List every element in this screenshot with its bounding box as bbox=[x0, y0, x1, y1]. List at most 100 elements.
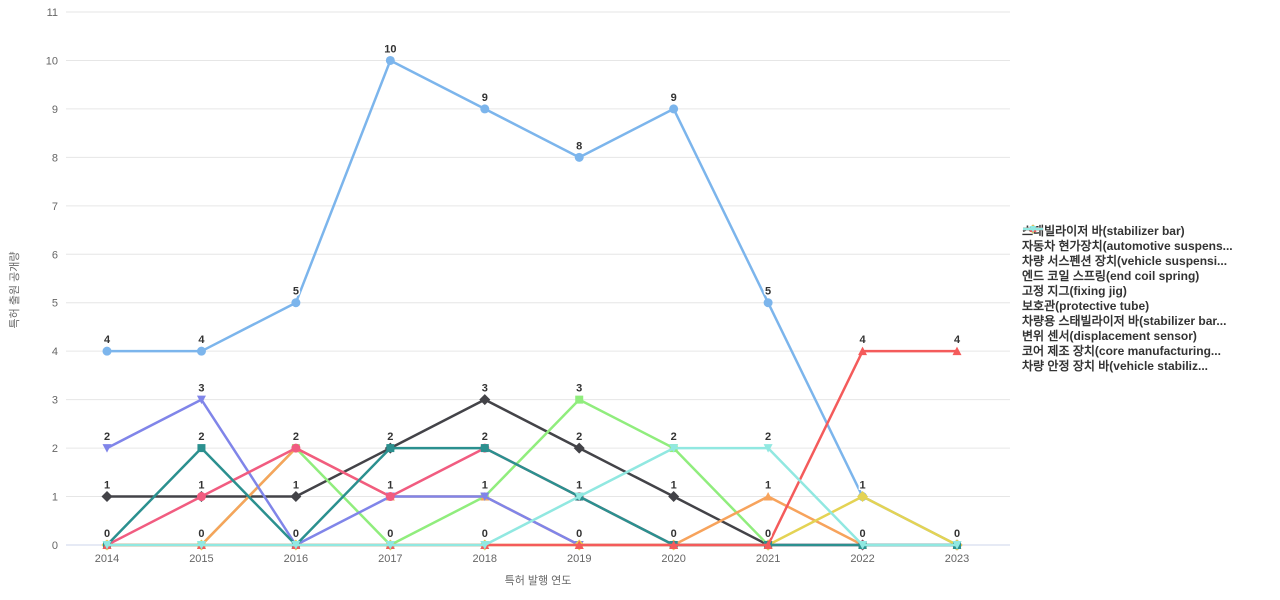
data-point-marker[interactable] bbox=[102, 444, 112, 453]
legend-item-7[interactable]: 차량용 스태빌라이저 바(stabilizer bar... bbox=[1022, 224, 1233, 328]
data-label: 1 bbox=[671, 480, 677, 492]
series-line bbox=[105, 446, 959, 547]
data-label: 1 bbox=[104, 480, 110, 492]
y-tick-label: 6 bbox=[52, 249, 58, 261]
data-label: 2 bbox=[387, 431, 393, 443]
data-point-marker[interactable] bbox=[858, 346, 868, 356]
legend-item-8[interactable]: 변위 센서(displacement sensor) bbox=[1022, 226, 1233, 343]
data-point-marker[interactable] bbox=[196, 395, 206, 405]
data-point-marker[interactable] bbox=[291, 443, 301, 453]
data-point-marker[interactable] bbox=[386, 444, 395, 453]
series-triangle-down bbox=[102, 444, 962, 550]
data-label: 1 bbox=[387, 480, 393, 492]
data-point-marker[interactable] bbox=[575, 395, 584, 404]
data-label: 3 bbox=[482, 383, 488, 395]
data-point-marker[interactable] bbox=[385, 55, 395, 65]
data-label: 1 bbox=[765, 480, 771, 492]
y-tick-label: 7 bbox=[52, 201, 58, 213]
data-label: 2 bbox=[104, 431, 110, 443]
legend-label: 코어 제조 장치(core manufacturing... bbox=[1022, 344, 1221, 358]
data-label: 9 bbox=[671, 92, 677, 104]
x-tick-label: 2021 bbox=[756, 553, 780, 565]
y-tick-label: 0 bbox=[52, 540, 58, 552]
data-point-marker[interactable] bbox=[574, 492, 584, 502]
x-tick-label: 2014 bbox=[95, 553, 119, 565]
legend-item-3[interactable]: 차량 서스펜션 장치(vehicle suspensi... bbox=[1022, 226, 1233, 268]
data-label: 5 bbox=[765, 286, 771, 298]
data-label: 3 bbox=[198, 383, 204, 395]
y-tick-label: 9 bbox=[52, 104, 58, 116]
data-point-marker[interactable] bbox=[763, 298, 773, 308]
data-point-marker[interactable] bbox=[197, 444, 206, 453]
data-point-marker[interactable] bbox=[858, 541, 868, 550]
legend-label: 차량 안정 장치 바(vehicle stabiliz... bbox=[1022, 359, 1208, 373]
data-point-marker[interactable] bbox=[763, 444, 773, 453]
data-label: 9 bbox=[482, 92, 488, 104]
data-point-marker[interactable] bbox=[573, 442, 585, 454]
data-point-marker[interactable] bbox=[668, 491, 680, 503]
data-point-marker[interactable] bbox=[480, 444, 489, 453]
data-point-marker[interactable] bbox=[479, 394, 491, 406]
data-point-marker[interactable] bbox=[291, 541, 301, 550]
data-point-marker[interactable] bbox=[480, 541, 490, 550]
legend-item-4[interactable]: 엔드 코일 스프링(end coil spring) bbox=[1022, 225, 1233, 283]
data-point-marker[interactable] bbox=[480, 104, 490, 114]
legend-item-10[interactable]: 차량 안정 장치 바(vehicle stabiliz... bbox=[1022, 226, 1233, 373]
data-point-marker[interactable] bbox=[574, 152, 584, 162]
x-tick-label: 2020 bbox=[661, 553, 685, 565]
data-point-marker[interactable] bbox=[102, 541, 112, 550]
data-label: 4 bbox=[954, 334, 961, 346]
x-axis-title: 특허 발행 연도 bbox=[504, 575, 572, 587]
x-tick-label: 2016 bbox=[284, 553, 308, 565]
triangle-down-icon bbox=[1023, 226, 1043, 233]
y-tick-label: 5 bbox=[52, 298, 58, 310]
y-tick-label: 2 bbox=[52, 443, 58, 455]
x-tick-label: 2017 bbox=[378, 553, 402, 565]
data-point-marker[interactable] bbox=[385, 541, 395, 550]
data-point-marker[interactable] bbox=[574, 540, 584, 550]
y-tick-label: 10 bbox=[46, 55, 58, 67]
data-point-marker[interactable] bbox=[480, 492, 490, 502]
data-label: 2 bbox=[671, 431, 677, 443]
data-point-marker[interactable] bbox=[669, 540, 679, 550]
data-label: 2 bbox=[293, 431, 299, 443]
data-label: 2 bbox=[482, 431, 488, 443]
data-label: 1 bbox=[198, 480, 204, 492]
data-point-marker[interactable] bbox=[1029, 226, 1037, 233]
legend-item-2[interactable]: 자동차 현가장치(automotive suspens... bbox=[1022, 224, 1233, 253]
data-point-marker[interactable] bbox=[101, 491, 113, 503]
data-point-marker[interactable] bbox=[763, 540, 773, 550]
legend-item-5[interactable]: 고정 지그(fixing jig) bbox=[1022, 226, 1233, 298]
data-point-marker[interactable] bbox=[102, 346, 112, 356]
data-point-marker[interactable] bbox=[290, 491, 302, 503]
y-tick-label: 4 bbox=[52, 346, 58, 358]
data-label: 2 bbox=[765, 431, 771, 443]
x-tick-label: 2015 bbox=[189, 553, 213, 565]
data-point-marker[interactable] bbox=[669, 104, 679, 114]
data-label: 0 bbox=[482, 528, 488, 540]
data-label: 0 bbox=[576, 528, 582, 540]
data-point-marker[interactable] bbox=[763, 492, 773, 501]
legend-item-6[interactable]: 보호관(protective tube) bbox=[1022, 225, 1233, 313]
legend-item-9[interactable]: 코어 제조 장치(core manufacturing... bbox=[1022, 225, 1233, 358]
data-point-marker[interactable] bbox=[196, 541, 206, 550]
legend-label: 변위 센서(displacement sensor) bbox=[1022, 329, 1197, 343]
data-label: 3 bbox=[576, 383, 582, 395]
data-label: 2 bbox=[576, 431, 582, 443]
data-point-marker[interactable] bbox=[291, 298, 301, 308]
x-tick-label: 2023 bbox=[945, 553, 969, 565]
y-tick-label: 3 bbox=[52, 395, 58, 407]
x-tick-label: 2018 bbox=[473, 553, 497, 565]
data-point-marker[interactable] bbox=[196, 346, 206, 356]
data-point-marker[interactable] bbox=[196, 492, 206, 502]
data-point-marker[interactable] bbox=[952, 346, 962, 356]
data-point-marker[interactable] bbox=[385, 492, 395, 502]
legend-item-1[interactable]: 스태빌라이저 바(stabilizer bar) bbox=[1022, 223, 1233, 238]
data-point-marker[interactable] bbox=[669, 444, 679, 453]
data-label: 4 bbox=[859, 334, 866, 346]
data-label: 2 bbox=[198, 431, 204, 443]
data-point-marker[interactable] bbox=[857, 491, 869, 503]
x-tick-label: 2019 bbox=[567, 553, 591, 565]
data-point-marker[interactable] bbox=[952, 541, 962, 550]
